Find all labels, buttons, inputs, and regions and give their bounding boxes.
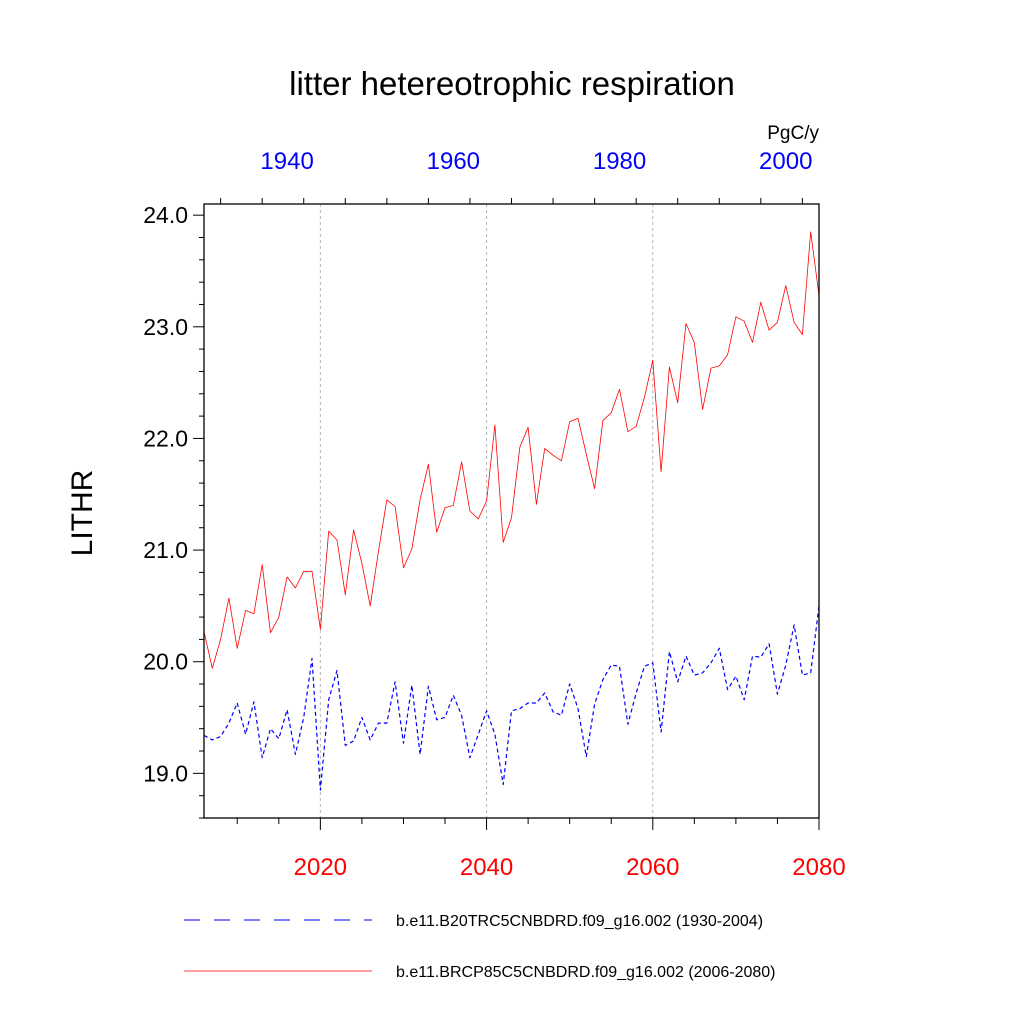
y-axis-label: LITHR [66,470,99,557]
units-label: PgC/y [767,123,819,144]
y-tick-label: 20.0 [143,649,188,675]
chart-title: litter hetereotrophic respiration [289,65,735,102]
x-top-tick-label: 2000 [759,148,812,175]
y-tick-label: 21.0 [143,537,188,563]
series-layer [203,231,820,791]
x-bottom-tick-label: 2020 [294,854,347,881]
x-bottom-tick-label: 2060 [626,854,679,881]
y-tick-label: 23.0 [143,314,188,340]
legend-label-2: b.e11.BRCP85C5CNBDRD.f09_g16.002 (2006-2… [396,964,775,981]
x-bottom-tick-label: 2040 [460,854,513,881]
x-top-tick-label: 1960 [427,148,480,175]
legend-label-1: b.e11.B20TRC5CNBDRD.f09_g16.002 (1930-20… [396,913,763,930]
x-top-tick-label: 1940 [260,148,313,175]
x-bottom-tick-label: 2080 [792,854,845,881]
y-tick-label: 19.0 [143,760,188,786]
legend: b.e11.B20TRC5CNBDRD.f09_g16.002 (1930-20… [184,913,775,981]
y-tick-label: 24.0 [143,202,188,228]
axes: 19.0 20.0 21.0 22.0 23.0 24.0 1940 1960 1980 2000… [143,148,845,881]
x-top-tick-label: 1980 [593,148,646,175]
grid-lines [319,204,654,818]
series-line-1 [203,605,820,791]
series-line-2 [203,231,820,669]
y-tick-label: 22.0 [143,425,188,451]
plot-frame [203,203,820,819]
